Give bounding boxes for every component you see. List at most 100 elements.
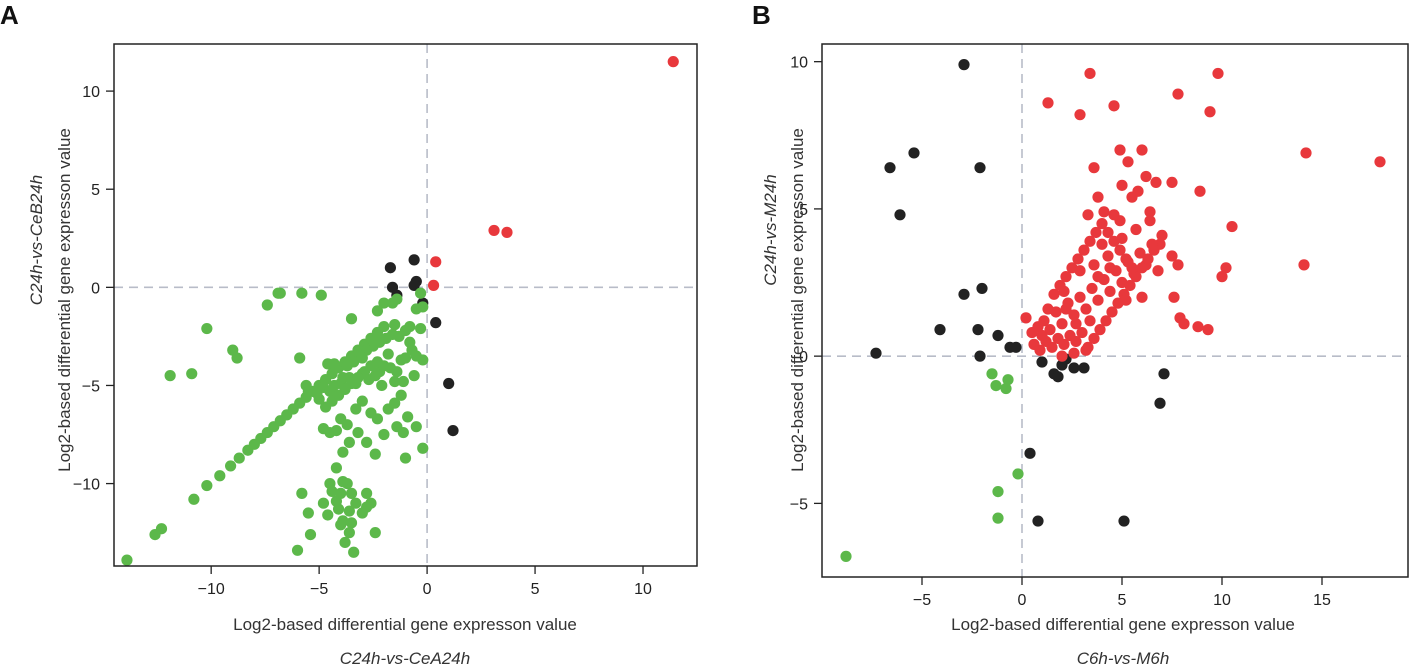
panel-b-point-red	[1156, 229, 1168, 242]
panel-b-point-green	[990, 379, 1002, 392]
panel-a-point-green	[378, 320, 390, 333]
panel-b-point-black	[972, 324, 984, 336]
panel-a-point-green	[402, 411, 414, 423]
panel-a-point-black	[408, 279, 420, 291]
panel-b-point-red	[1130, 223, 1142, 236]
panel-b-point-red	[1136, 291, 1148, 303]
panel-a-point-green	[369, 448, 381, 460]
panel-b-point-red	[1088, 332, 1100, 345]
panel-a-point-green	[337, 446, 349, 458]
panel-b-point-red	[1126, 191, 1138, 203]
panel-b-point-red	[1152, 265, 1164, 277]
panel-a-point-green	[376, 379, 388, 392]
panel-b-point-red	[1082, 209, 1094, 221]
panel-b-point-red	[1080, 344, 1092, 356]
panel-b-point-red	[1192, 321, 1204, 333]
panel-b-point-red	[1166, 176, 1178, 189]
panel-a-point-green	[391, 366, 403, 378]
panel-a-point-red	[667, 56, 679, 68]
panel-a-point-green	[328, 358, 340, 370]
panel-a-point-green	[294, 352, 306, 364]
panel-b-point-red	[1104, 262, 1116, 274]
panel-a-point-green	[302, 385, 314, 397]
panel-b-point-red	[1226, 220, 1238, 233]
panel-a-point-green	[417, 442, 429, 454]
panel-b-point-red	[1060, 303, 1072, 315]
panel-b-point-red	[1120, 253, 1132, 265]
panel-b-y-comparison-label: C24h-vs-M24h	[761, 174, 780, 286]
panel-a-x-axis-label: Log2-based differential gene expresson v…	[233, 615, 577, 634]
panel-b-y-tick-label: 0	[799, 349, 808, 366]
panel-a-point-green	[415, 322, 427, 335]
panel-b-letter: B	[752, 0, 771, 30]
panel-b-point-red	[1090, 226, 1102, 239]
panel-b-point-black	[992, 329, 1004, 342]
panel-b-point-black	[1036, 356, 1048, 368]
panel-a-point-green	[389, 397, 401, 409]
panel-a-point-black	[447, 424, 459, 437]
panel-a-point-green	[352, 426, 364, 439]
panel-a-point-green	[201, 479, 213, 492]
panel-b-point-red	[1074, 265, 1086, 277]
panel-b-point-red	[1020, 312, 1032, 324]
panel-a-point-green	[296, 487, 308, 499]
panel-b-point-green	[1000, 382, 1012, 395]
panel-b-point-red	[1088, 259, 1100, 271]
panel-b-x-tick-label: 0	[1018, 592, 1027, 609]
panel-a-point-green	[348, 546, 360, 558]
panel-b-point-red	[1060, 271, 1072, 283]
panel-b-point-red	[1104, 285, 1116, 297]
panel-b-point-red	[1048, 288, 1060, 300]
panel-a-y-tick-label: 0	[91, 280, 100, 297]
panel-a-point-green	[389, 319, 401, 331]
panel-b-point-red	[1220, 262, 1232, 274]
panel-b-point-red	[1070, 318, 1082, 330]
panel-a-point-green	[345, 517, 358, 529]
panel-a-point-green	[395, 389, 407, 401]
panel-a-point-green	[339, 536, 351, 549]
panel-a-point-green	[313, 393, 325, 405]
panel-a-point-green	[296, 287, 308, 299]
panel-b-point-black	[934, 324, 946, 336]
panel-b-point-red	[1096, 218, 1108, 230]
panel-a-point-green	[201, 322, 213, 335]
panel-a-point-green	[391, 293, 403, 305]
panel-b-point-red	[1144, 206, 1156, 218]
panel-a-point-black	[430, 317, 442, 329]
panel-b-y-ticks: −5 0 5 10	[790, 55, 822, 513]
panel-a-point-red	[501, 226, 513, 238]
panel-a-point-green	[274, 287, 286, 299]
panel-a-point-green	[337, 515, 349, 527]
panel-b-point-red	[1042, 303, 1054, 315]
panel-b-x-ticks: −5 0 5 10 15	[913, 577, 1331, 609]
panel-a-point-green	[356, 395, 368, 407]
panel-b-y-tick-label: 10	[790, 55, 808, 72]
panel-a-point-green	[149, 529, 161, 541]
panel-b-point-red	[1204, 106, 1216, 118]
panel-a-point-black	[443, 377, 455, 390]
panel-b-point-red	[1212, 67, 1224, 80]
panel-b-point-black	[870, 347, 882, 359]
panel-b-point-red	[1150, 176, 1162, 189]
panel-b-x-axis-label: Log2-based differential gene expresson v…	[951, 615, 1295, 634]
panel-a-point-green	[186, 368, 198, 380]
panel-b-point-red	[1136, 144, 1148, 156]
panel-b-point-black	[958, 59, 970, 71]
panel-a-y-axis-label: Log2-based differential gene expresson v…	[55, 128, 74, 472]
panel-b-point-red	[1038, 315, 1050, 327]
panel-b-point-green	[992, 512, 1004, 524]
panel-a-point-red	[427, 279, 440, 291]
panel-b-point-red	[1084, 235, 1096, 247]
panel-b-point-red	[1134, 247, 1146, 259]
panel-a-point-green	[330, 462, 343, 474]
panel-a-point-green	[417, 301, 429, 313]
panel-a-point-green	[361, 436, 373, 448]
panel-a-point-green	[397, 375, 409, 388]
panel-b-plot-frame	[821, 43, 1409, 578]
panel-b-point-red	[1084, 315, 1096, 327]
panel-a-point-green	[332, 503, 345, 515]
panel-a-point-green	[345, 313, 358, 325]
panel-b-point-red	[1142, 253, 1154, 265]
panel-b-point-red	[1094, 324, 1106, 336]
